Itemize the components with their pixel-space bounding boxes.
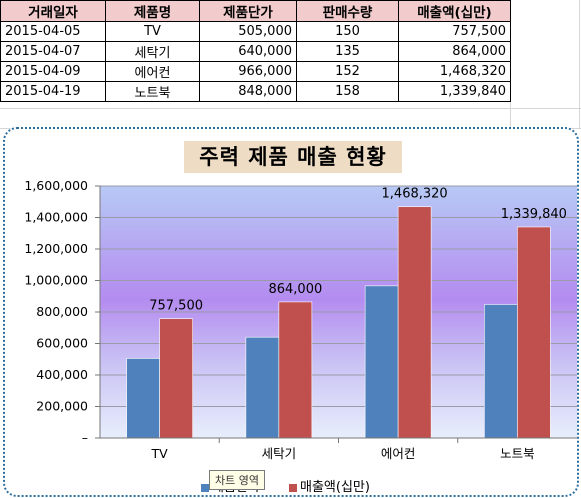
cell-unit-price[interactable]: 640,000: [199, 41, 297, 62]
cell-quantity[interactable]: 135: [296, 41, 399, 62]
column-gridline: [579, 0, 580, 128]
header-cell[interactable]: 거래일자: [0, 0, 106, 22]
cell-date[interactable]: 2015-04-09: [0, 61, 106, 82]
data-label: 864,000: [268, 282, 322, 297]
y-tick-label: 400,000: [36, 367, 88, 382]
table-row: 2015-04-19 노트북 848,000 158 1,339,840: [0, 81, 511, 102]
table-row: 2015-04-09 에어컨 966,000 152 1,468,320: [0, 61, 511, 82]
table-header-row: 거래일자 제품명 제품단가 판매수량 매출액(십만): [0, 0, 511, 22]
row-gridline: [0, 108, 581, 109]
y-tick-label: 600,000: [36, 336, 88, 351]
data-label: 1,339,840: [501, 207, 567, 222]
bar-series1: [484, 304, 518, 439]
y-tick-label: 800,000: [36, 304, 88, 319]
cell-date[interactable]: 2015-04-05: [0, 21, 106, 42]
y-tick-label: 1,000,000: [24, 273, 88, 288]
bar-series1: [126, 358, 160, 439]
bar-series2: [278, 301, 313, 439]
y-tick-label: 200,000: [36, 399, 88, 414]
legend-item-series2: 매출액(십만): [289, 476, 370, 495]
cell-product[interactable]: 세탁기: [105, 41, 200, 62]
legend-label: 매출액(십만): [300, 480, 370, 495]
cell-sales[interactable]: 1,339,840: [398, 81, 511, 102]
cell-quantity[interactable]: 150: [296, 21, 399, 42]
data-label: 757,500: [149, 299, 203, 314]
y-tick-label: 1,200,000: [24, 241, 88, 256]
x-tick-label: 노트북: [500, 446, 535, 461]
cell-product[interactable]: TV: [105, 21, 200, 42]
bar-series1: [245, 336, 280, 439]
cell-quantity[interactable]: 158: [296, 81, 399, 102]
cell-product[interactable]: 노트북: [105, 81, 200, 102]
cell-product[interactable]: 에어컨: [105, 61, 200, 82]
header-cell[interactable]: 판매수량: [296, 0, 399, 22]
legend-swatch: [201, 483, 209, 492]
sales-table: 거래일자 제품명 제품단가 판매수량 매출액(십만) 2015-04-05 TV…: [0, 0, 511, 102]
cell-unit-price[interactable]: 848,000: [199, 81, 297, 102]
y-tick-label: –: [82, 430, 88, 445]
header-cell[interactable]: 제품단가: [199, 0, 297, 22]
bar-series2: [397, 206, 432, 439]
table-row: 2015-04-05 TV 505,000 150 757,500: [0, 21, 511, 42]
chart-area[interactable]: – 200,000 400,000 600,000 800,000 1,000,000 1,…: [3, 127, 579, 497]
cell-date[interactable]: 2015-04-19: [0, 81, 106, 102]
cell-unit-price[interactable]: 505,000: [199, 21, 297, 42]
y-tick-label: 1,600,000: [24, 178, 88, 193]
cell-quantity[interactable]: 152: [296, 61, 399, 82]
x-tick-label: 에어컨: [381, 446, 416, 461]
bar-series2: [517, 226, 551, 439]
data-label: 1,468,320: [382, 187, 448, 202]
x-tick-label: TV: [151, 446, 169, 461]
cell-sales[interactable]: 757,500: [398, 21, 511, 42]
x-tick-label: 세탁기: [262, 446, 297, 461]
cell-unit-price[interactable]: 966,000: [199, 61, 297, 82]
cell-sales[interactable]: 1,468,320: [398, 61, 511, 82]
column-gridline: [510, 0, 511, 128]
spreadsheet[interactable]: 거래일자 제품명 제품단가 판매수량 매출액(십만) 2015-04-05 TV…: [0, 0, 581, 130]
chart-tooltip: 차트 영역: [209, 470, 265, 490]
header-cell[interactable]: 매출액(십만): [398, 0, 511, 22]
y-tick-label: 1,400,000: [24, 210, 88, 225]
bar-series2: [159, 318, 193, 439]
bar-chart: – 200,000 400,000 600,000 800,000 1,000,000 1,…: [24, 178, 577, 461]
legend-swatch: [289, 483, 297, 492]
cell-date[interactable]: 2015-04-07: [0, 41, 106, 62]
chart-title[interactable]: 주력 제품 매출 현황: [184, 141, 402, 173]
bar-series1: [364, 285, 399, 439]
cell-sales[interactable]: 864,000: [398, 41, 511, 62]
table-row: 2015-04-07 세탁기 640,000 135 864,000: [0, 41, 511, 62]
header-cell[interactable]: 제품명: [105, 0, 200, 22]
